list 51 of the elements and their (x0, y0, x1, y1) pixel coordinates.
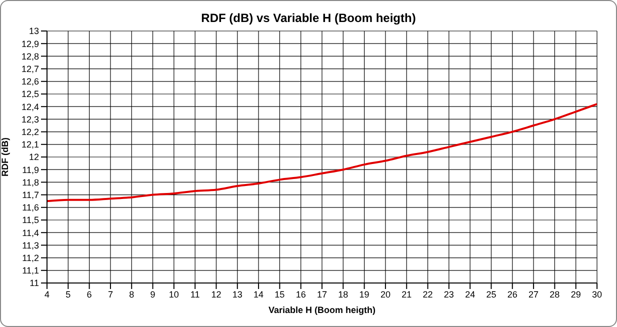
x-tick-label: 30 (592, 289, 602, 300)
x-tick-label: 6 (86, 289, 92, 300)
x-tick-label: 9 (150, 289, 156, 300)
x-tick-label: 16 (296, 289, 306, 300)
y-tick-label: 12,7 (21, 64, 39, 74)
x-tick-label: 25 (486, 289, 496, 300)
y-tick-label: 12,5 (21, 89, 39, 100)
y-axis-title: RDF (dB) (0, 138, 10, 176)
y-tick-label: 11,2 (22, 252, 39, 263)
x-tick-label: 14 (254, 289, 264, 300)
x-axis-title: Variable H (Boom heigth) (268, 305, 376, 315)
y-tick-label: 12,9 (21, 38, 39, 49)
y-tick-label: 11,7 (22, 190, 39, 200)
y-tick-label: 11,5 (22, 215, 39, 226)
y-tick-label: 12,3 (21, 114, 39, 124)
chart-title: RDF (dB) vs Variable H (Boom heigth) (200, 11, 417, 25)
x-tick-label: 28 (550, 289, 560, 300)
x-tick-label: 12 (211, 289, 222, 300)
x-tick-label: 11 (190, 289, 200, 300)
x-tick-label: 24 (465, 289, 476, 300)
x-tick-label: 21 (402, 289, 412, 300)
x-tick-label: 17 (316, 289, 328, 300)
x-tick-label: 10 (168, 289, 179, 300)
x-tick-label: 27 (528, 289, 539, 300)
x-tick-label: 4 (44, 289, 50, 300)
x-tick-label: 20 (380, 289, 390, 300)
x-tick-label: 29 (570, 289, 581, 300)
y-tick-label: 13 (28, 26, 39, 36)
y-tick-label: 11,3 (22, 240, 39, 250)
x-tick-label: 19 (359, 289, 370, 300)
y-tick-label: 11 (30, 278, 39, 288)
x-tick-label: 18 (338, 289, 348, 300)
x-tick-label: 7 (108, 289, 113, 300)
y-tick-label: 11,8 (22, 177, 39, 188)
x-tick-label: 8 (129, 289, 134, 300)
x-tick-label: 26 (507, 289, 518, 300)
y-tick-label: 11,6 (22, 202, 39, 213)
y-tick-label: 12,4 (21, 102, 39, 112)
x-tick-label: 22 (422, 289, 433, 300)
y-tick-label: 11,1 (22, 266, 39, 276)
x-tick-label: 5 (66, 289, 71, 300)
y-tick-label: 12 (28, 152, 39, 162)
y-tick-label: 12,6 (21, 76, 39, 87)
y-tick-label: 12,8 (21, 51, 39, 62)
y-tick-label: 11,4 (22, 228, 39, 238)
y-tick-label: 11,9 (22, 164, 39, 175)
x-tick-label: 13 (232, 289, 242, 300)
y-tick-label: 12,1 (21, 140, 39, 150)
x-tick-label: 23 (444, 289, 454, 300)
y-tick-label: 12,2 (21, 126, 39, 137)
x-tick-label: 15 (274, 289, 285, 300)
